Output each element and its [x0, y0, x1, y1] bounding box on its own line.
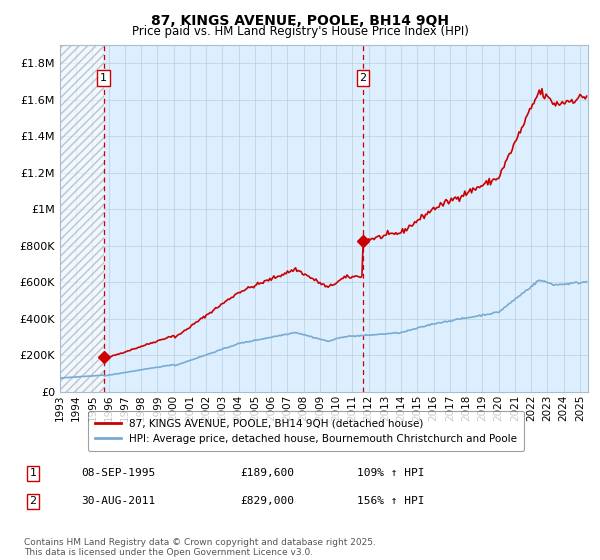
Text: 109% ↑ HPI: 109% ↑ HPI [357, 468, 425, 478]
Text: 156% ↑ HPI: 156% ↑ HPI [357, 496, 425, 506]
Text: £829,000: £829,000 [240, 496, 294, 506]
Text: 87, KINGS AVENUE, POOLE, BH14 9QH: 87, KINGS AVENUE, POOLE, BH14 9QH [151, 14, 449, 28]
Text: Contains HM Land Registry data © Crown copyright and database right 2025.
This d: Contains HM Land Registry data © Crown c… [24, 538, 376, 557]
Text: 2: 2 [359, 73, 367, 83]
Text: 30-AUG-2011: 30-AUG-2011 [81, 496, 155, 506]
Text: 1: 1 [29, 468, 37, 478]
Text: £189,600: £189,600 [240, 468, 294, 478]
Text: 1: 1 [100, 73, 107, 83]
Text: 2: 2 [29, 496, 37, 506]
Text: 08-SEP-1995: 08-SEP-1995 [81, 468, 155, 478]
Legend: 87, KINGS AVENUE, POOLE, BH14 9QH (detached house), HPI: Average price, detached: 87, KINGS AVENUE, POOLE, BH14 9QH (detac… [88, 411, 524, 451]
Bar [60, 45, 104, 392]
Text: Price paid vs. HM Land Registry's House Price Index (HPI): Price paid vs. HM Land Registry's House … [131, 25, 469, 38]
